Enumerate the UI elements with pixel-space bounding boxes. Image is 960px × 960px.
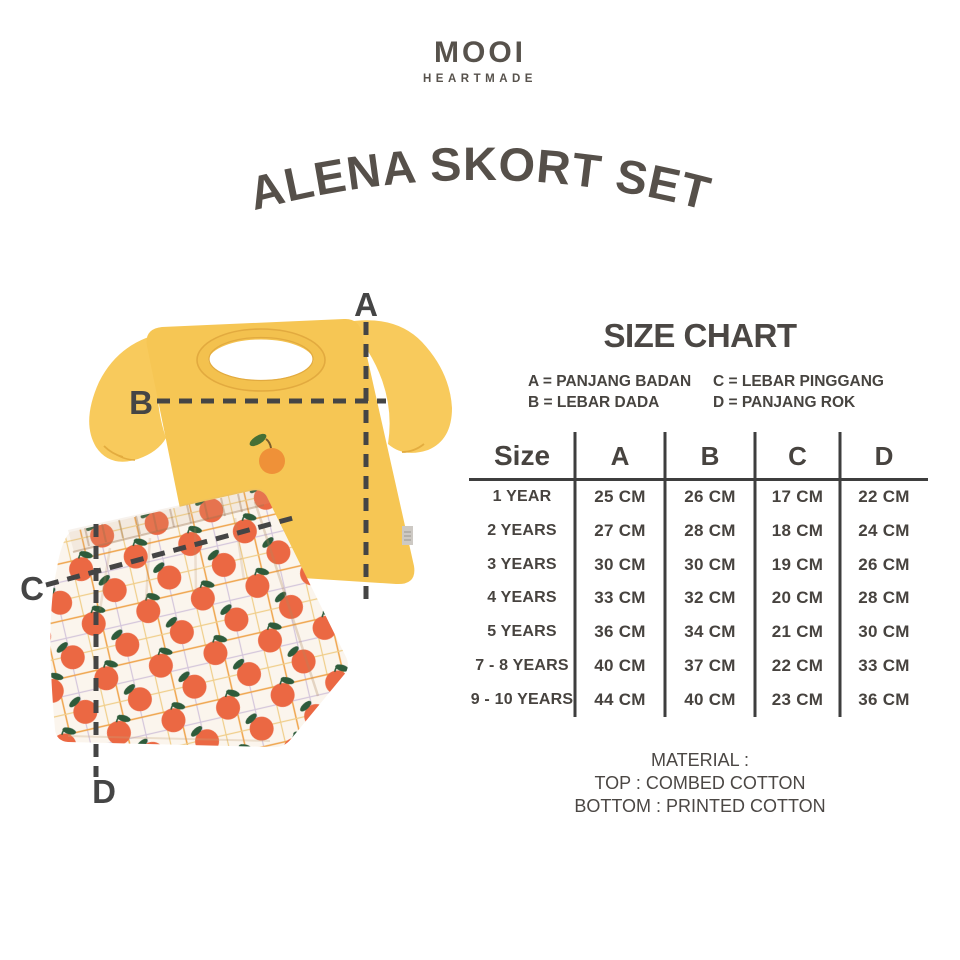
size-row-label: 1 YEAR — [492, 487, 552, 505]
collar-seam-outer — [196, 328, 326, 392]
size-value: 17 CM — [771, 486, 824, 506]
legend-item-a: A = PANJANG BADAN — [528, 373, 692, 390]
table-header-divider — [469, 478, 928, 481]
size-value: 23 CM — [771, 690, 824, 710]
measure-label-c: C — [20, 570, 44, 607]
size-row-label: 4 YEARS — [487, 589, 557, 607]
measure-label-d: D — [92, 773, 116, 810]
column-header-size: Size — [493, 440, 551, 471]
size-row-label: 5 YEARS — [487, 623, 557, 641]
column-header-d: D — [874, 440, 894, 471]
measure-label-a: A — [354, 286, 378, 323]
sleeve-gather — [401, 443, 425, 453]
size-value: 28 CM — [858, 588, 910, 608]
size-value: 44 CM — [594, 690, 646, 710]
size-value: 33 CM — [594, 588, 646, 608]
material-top: TOP : COMBED COTTON — [594, 773, 806, 793]
column-header-b: B — [700, 440, 720, 471]
size-value: 32 CM — [684, 588, 736, 608]
product-title-textpath: ALENA SKORT SET — [244, 137, 716, 220]
measure-label-b: B — [129, 384, 153, 421]
measurement-legend: A = PANJANG BADAN C = LEBAR PINGGANG B =… — [528, 373, 900, 412]
skort-slit — [253, 501, 320, 697]
hem-seam — [67, 735, 271, 742]
size-value: 26 CM — [684, 486, 736, 506]
tshirt-neck-hole — [208, 336, 314, 380]
sleeve-gather — [116, 454, 136, 461]
waistband-seam — [72, 504, 265, 553]
size-value: 36 CM — [594, 622, 646, 642]
legend-item-d: D = PANJANG ROK — [713, 394, 856, 411]
size-value: 30 CM — [858, 622, 910, 642]
size-chart-heading: SIZE CHART — [603, 317, 798, 354]
tshirt-right-sleeve — [346, 320, 452, 453]
size-value: 18 CM — [771, 520, 824, 540]
table-divider — [663, 432, 667, 717]
side-tag — [402, 526, 413, 545]
size-value: 25 CM — [594, 486, 646, 506]
size-row-label: 9 - 10 YEARS — [470, 691, 574, 709]
product-title-text: ALENA SKORT SET — [244, 137, 717, 220]
size-value: 28 CM — [684, 520, 736, 540]
size-value: 34 CM — [684, 622, 736, 642]
tshirt-collar — [197, 328, 325, 392]
brand-tagline: HEARTMADE — [423, 73, 537, 85]
measurement-lines: A B C D — [20, 286, 386, 810]
material-info: MATERIAL : TOP : COMBED COTTON BOTTOM : … — [470, 749, 930, 818]
skort-shape — [50, 490, 348, 748]
material-bottom: BOTTOM : PRINTED COTTON — [574, 796, 826, 816]
size-value: 30 CM — [684, 554, 736, 574]
material-heading: MATERIAL : — [650, 750, 749, 770]
size-value: 30 CM — [594, 554, 646, 574]
table-divider — [838, 432, 842, 717]
skirt-pleats — [98, 517, 246, 611]
size-row-label: 2 YEARS — [487, 521, 557, 539]
size-value: 22 CM — [858, 486, 910, 506]
size-value: 21 CM — [771, 622, 824, 642]
size-value: 33 CM — [858, 656, 910, 676]
waistband-gathers — [84, 493, 243, 547]
table-divider — [573, 432, 577, 717]
size-row-label: 7 - 8 YEARS — [475, 657, 569, 675]
column-header-c: C — [788, 440, 807, 471]
size-value: 40 CM — [594, 656, 646, 676]
size-row-label: 3 YEARS — [487, 555, 557, 573]
size-value: 37 CM — [684, 656, 736, 676]
size-value: 26 CM — [858, 554, 910, 574]
skort-illustration — [50, 488, 348, 748]
size-value: 24 CM — [858, 520, 910, 540]
collar-seam-inner — [208, 336, 314, 382]
size-value: 27 CM — [594, 520, 646, 540]
size-value: 19 CM — [771, 554, 824, 574]
table-divider — [753, 432, 757, 717]
size-value: 22 CM — [771, 656, 824, 676]
brand-logo: MOOI HEARTMADE — [0, 36, 960, 86]
size-value: 36 CM — [858, 690, 910, 710]
orange-chest-motif — [249, 433, 285, 474]
size-value: 20 CM — [771, 588, 824, 608]
size-value: 40 CM — [684, 690, 736, 710]
column-header-a: A — [610, 440, 630, 471]
legend-item-c: C = LEBAR PINGGANG — [713, 373, 884, 390]
product-measurement-diagram: A B C D — [20, 286, 452, 810]
legend-item-b: B = LEBAR DADA — [528, 394, 660, 411]
product-title: ALENA SKORT SET — [244, 137, 717, 220]
tshirt-left-sleeve — [89, 332, 168, 462]
brand-name: MOOI — [434, 36, 526, 69]
size-table: Size A B C D 1 YEAR 25 CM 26 CM 17 CM 22… — [469, 432, 928, 717]
waistband — [68, 488, 270, 552]
